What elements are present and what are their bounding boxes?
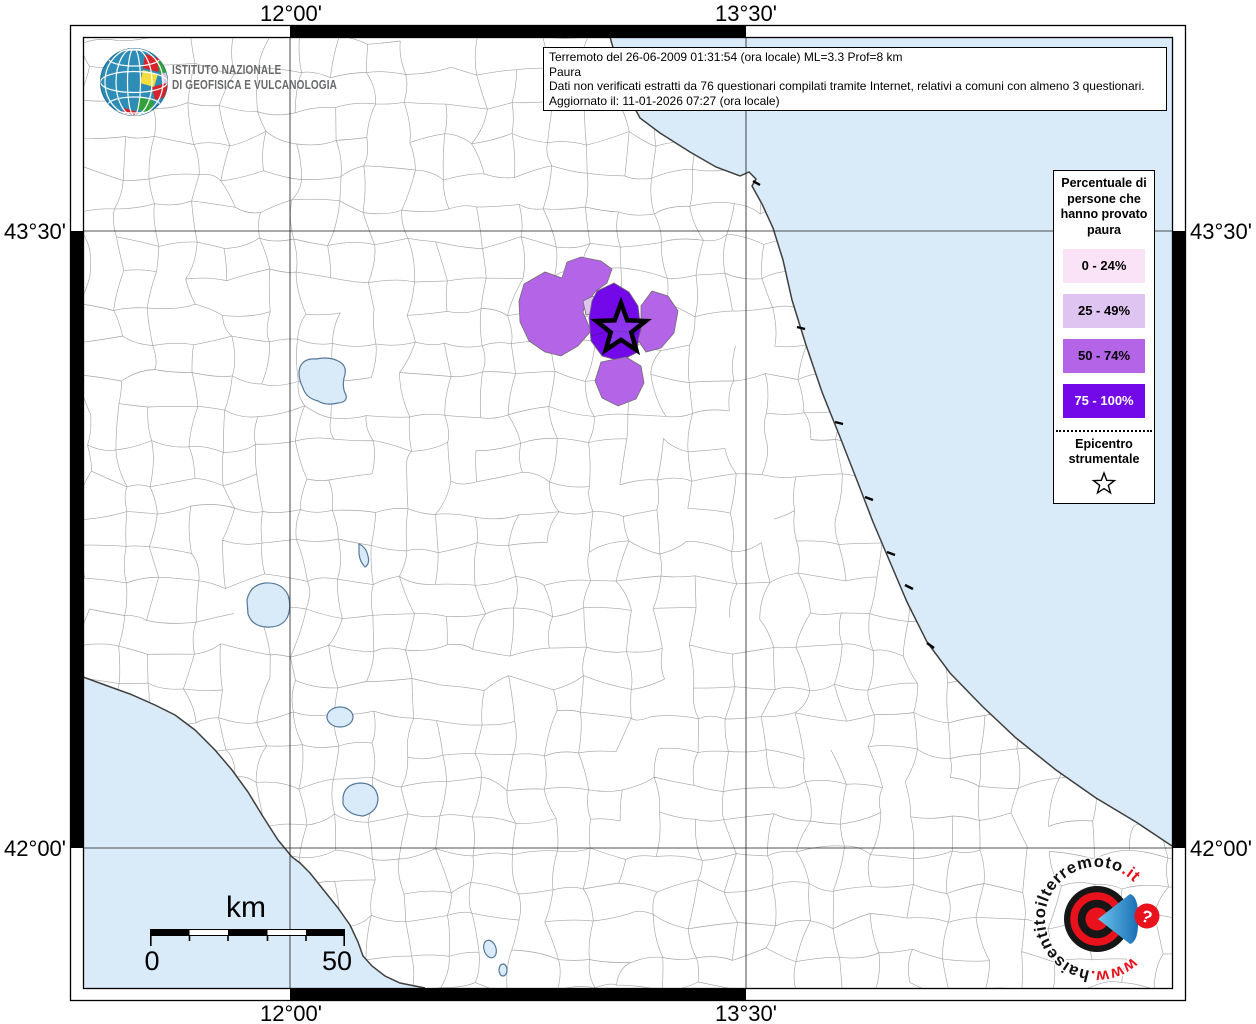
info-line-effect: Paura [549,64,582,79]
lake-small-2 [498,963,508,977]
axis-label-bottom-12: 12°00' [260,1001,322,1024]
axis-label-top-1330: 13°30' [715,1,777,26]
scale-bar-start: 0 [144,946,159,976]
info-line-updated: Aggiornato il: 11-01-2026 07:27 (ora loc… [549,93,780,108]
legend-class-25-49: 25 - 49% [1063,294,1145,328]
question-badge [1134,903,1160,929]
legend-class-0-24: 0 - 24% [1063,249,1145,283]
scale-bar-end: 50 [322,946,352,976]
adriatic-sea [610,37,1172,846]
municipality-75-100-border [590,331,640,337]
lake-trasimeno [298,357,347,405]
legend-title: Percentuale di persone che hanno provato… [1060,176,1148,237]
legend-divider [1056,430,1152,432]
tyrrhenian-coastline [83,676,426,988]
megaphone-icon [1098,894,1138,944]
axis-label-bottom-1330: 13°30' [715,1001,777,1024]
legend-star-icon [1091,471,1117,495]
adriatic-coastline [609,37,1172,847]
ingv-line-2: DI GEOFISICA E VULCANOLOGIA [172,78,338,92]
axis-label-right-4330: 43°30' [1190,219,1252,244]
legend-epicenter-label: Epicentro strumentale [1068,437,1140,466]
info-line-event: Terremoto del 26-06-2009 01:31:54 (ora l… [549,50,903,64]
axis-label-left-4200: 42°00' [4,836,66,861]
municipality-50-74-south [594,356,645,407]
lake-corbara [358,543,370,568]
epicenter-star [590,296,652,356]
municipality-50-74-east [637,290,679,353]
axis-label-right-4200: 42°00' [1190,836,1252,861]
map-frame [69,24,1187,1002]
lake-bracciano [342,782,379,817]
ingv-line-1: ISTITUTO NAZIONALE [172,63,282,77]
lake-vico [326,706,354,728]
coast-tick-marks [752,179,935,649]
legend: Percentuale di persone che hanno provato… [1053,170,1155,504]
info-line-source: Dati non verificati estratti da 76 quest… [549,79,1145,94]
legend-class-50-74: 50 - 74% [1063,339,1145,373]
earthquake-info-box: Terremoto del 26-06-2009 01:31:54 (ora l… [543,47,1167,112]
lake-small-1 [483,939,497,959]
lake-bolsena [246,582,291,628]
axis-label-top-12: 12°00' [260,1,322,26]
graticule [83,37,1172,988]
scale-bar-unit: km [226,891,266,924]
ingv-wordmark: ISTITUTO NAZIONALE DI GEOFISICA E VULCAN… [172,63,337,93]
scale-bar: km 0 50 [144,891,352,976]
axis-label-left-4330: 43°30' [4,219,66,244]
legend-class-75-100: 75 - 100% [1063,384,1145,418]
